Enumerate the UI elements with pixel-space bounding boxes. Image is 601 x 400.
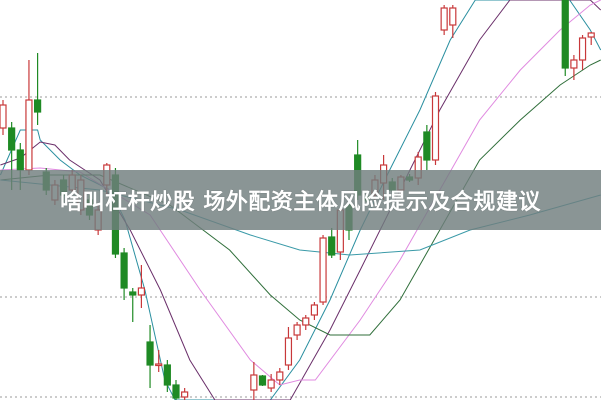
candle-down xyxy=(8,127,16,151)
candle-down xyxy=(146,341,154,366)
candle-up xyxy=(0,104,7,129)
candle-up xyxy=(293,324,301,336)
candle-up xyxy=(440,7,448,31)
candle-down xyxy=(172,384,180,399)
candle-down xyxy=(120,252,128,289)
candle-up xyxy=(155,363,163,367)
candle-down xyxy=(561,0,569,69)
candle-up xyxy=(250,374,258,391)
candle-up xyxy=(578,37,587,61)
candle-up xyxy=(181,391,189,398)
candle-down xyxy=(16,149,24,171)
candle-up xyxy=(137,287,145,296)
candle-up xyxy=(449,7,457,26)
candle-down xyxy=(163,364,171,386)
caption-banner: 啥叫杠杆炒股 场外配资主体风险提示及合规建议 xyxy=(0,170,601,230)
candle-down xyxy=(33,99,42,113)
caption-title: 啥叫杠杆炒股 场外配资主体风险提示及合规建议 xyxy=(60,190,541,215)
candle-up xyxy=(570,59,578,69)
candle-up xyxy=(276,371,284,381)
candle-down xyxy=(328,236,336,256)
candle-up xyxy=(587,32,595,38)
candle-up xyxy=(310,304,318,316)
candle-up xyxy=(267,379,275,389)
candle-up xyxy=(284,337,293,366)
candle-up xyxy=(25,99,33,171)
candle-down xyxy=(129,291,137,296)
candle-down xyxy=(258,375,267,386)
candle-down xyxy=(423,131,431,161)
candle-up xyxy=(319,237,327,303)
candle-up xyxy=(302,317,310,326)
candle-up xyxy=(431,95,440,161)
